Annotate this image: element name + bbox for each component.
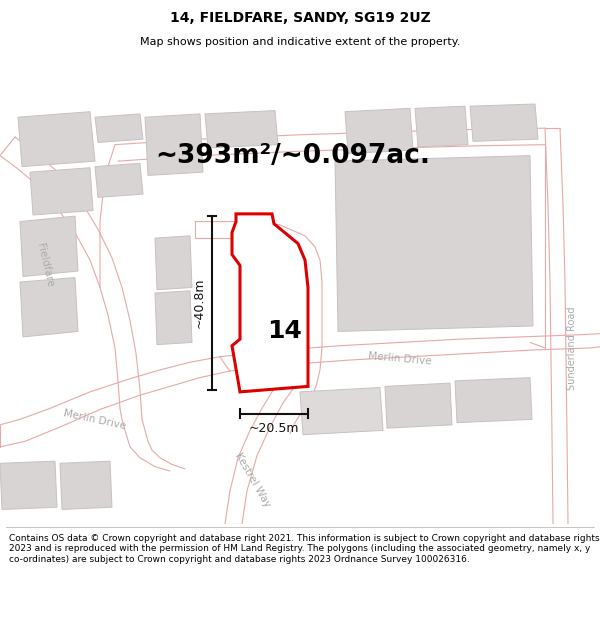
Text: 14: 14 [268, 319, 302, 344]
Polygon shape [205, 111, 278, 148]
Polygon shape [455, 378, 532, 423]
Polygon shape [232, 214, 308, 392]
Polygon shape [385, 383, 452, 428]
Text: Sunderland Road: Sunderland Road [567, 306, 577, 389]
Polygon shape [0, 461, 57, 509]
Text: 14, FIELDFARE, SANDY, SG19 2UZ: 14, FIELDFARE, SANDY, SG19 2UZ [170, 11, 430, 25]
Polygon shape [30, 168, 93, 215]
Polygon shape [20, 278, 78, 337]
Text: ~393m²/~0.097ac.: ~393m²/~0.097ac. [155, 142, 430, 169]
Text: ~20.5m: ~20.5m [249, 421, 299, 434]
Polygon shape [470, 104, 538, 141]
Polygon shape [415, 106, 468, 147]
Polygon shape [155, 236, 192, 290]
Polygon shape [345, 108, 413, 154]
Text: Kestrel Way: Kestrel Way [233, 451, 272, 509]
Polygon shape [60, 461, 112, 509]
Text: ~40.8m: ~40.8m [193, 278, 206, 328]
Polygon shape [335, 156, 533, 331]
Text: Merlin Drive: Merlin Drive [63, 408, 127, 431]
Polygon shape [18, 112, 95, 167]
Text: Merlin Drive: Merlin Drive [368, 351, 432, 367]
Polygon shape [145, 114, 203, 176]
Polygon shape [20, 216, 78, 276]
Polygon shape [300, 388, 383, 435]
Polygon shape [95, 163, 143, 198]
Text: Contains OS data © Crown copyright and database right 2021. This information is : Contains OS data © Crown copyright and d… [9, 534, 599, 564]
Polygon shape [95, 114, 143, 142]
Text: Map shows position and indicative extent of the property.: Map shows position and indicative extent… [140, 37, 460, 47]
Text: Fieldfare: Fieldfare [35, 242, 55, 289]
Polygon shape [155, 291, 192, 344]
